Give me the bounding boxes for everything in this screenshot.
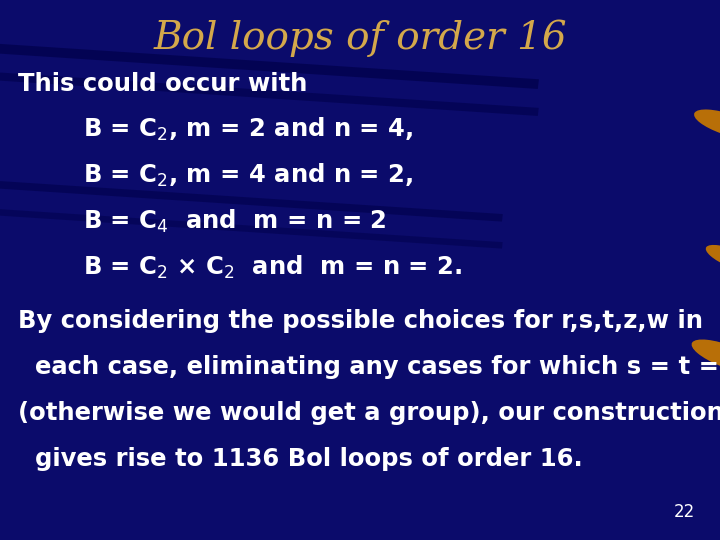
Text: each case, eliminating any cases for which s = t = 1: each case, eliminating any cases for whi…: [18, 355, 720, 379]
Ellipse shape: [694, 110, 720, 139]
Text: 22: 22: [673, 503, 695, 521]
Ellipse shape: [706, 245, 720, 273]
Text: gives rise to 1136 Bol loops of order 16.: gives rise to 1136 Bol loops of order 16…: [18, 447, 582, 471]
Text: (otherwise we would get a group), our construction: (otherwise we would get a group), our co…: [18, 401, 720, 425]
Text: B = C$_2$, m = 2 and n = 4,: B = C$_2$, m = 2 and n = 4,: [83, 116, 413, 143]
Text: By considering the possible choices for r,s,t,z,w in: By considering the possible choices for …: [18, 309, 703, 333]
Ellipse shape: [692, 340, 720, 373]
Text: B = C$_2$ × C$_2$  and  m = n = 2.: B = C$_2$ × C$_2$ and m = n = 2.: [83, 254, 462, 281]
Text: B = C$_2$, m = 4 and n = 2,: B = C$_2$, m = 4 and n = 2,: [83, 162, 413, 189]
Polygon shape: [0, 207, 503, 248]
Text: B = C$_4$  and  m = n = 2: B = C$_4$ and m = n = 2: [83, 208, 387, 235]
Polygon shape: [0, 179, 503, 221]
Polygon shape: [0, 70, 539, 116]
Text: Bol loops of order 16: Bol loops of order 16: [153, 19, 567, 57]
Text: This could occur with: This could occur with: [18, 72, 307, 96]
Polygon shape: [0, 42, 539, 89]
